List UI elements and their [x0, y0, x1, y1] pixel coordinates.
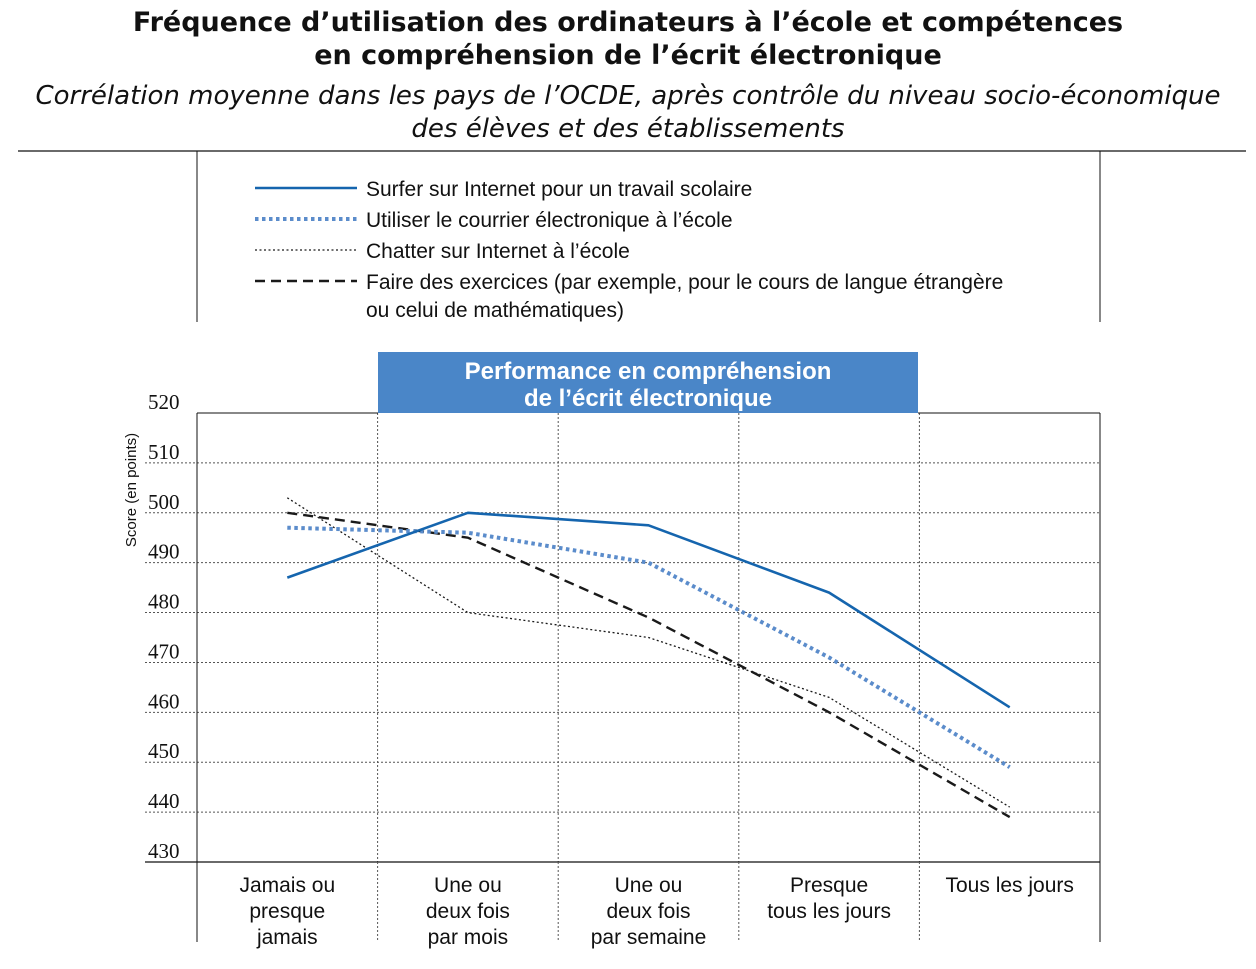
y-tick-label-460: 460 [148, 689, 180, 713]
chart-subtitle-line-1: Corrélation moyenne dans les pays de l’O… [35, 81, 1221, 111]
chart-subtitle-line-2: des élèves et des établissements [411, 114, 845, 144]
x-tick-label-1-line-1: Jamais ou [239, 874, 335, 897]
y-tick-label-450: 450 [148, 739, 180, 763]
x-tick-label-5-line-1: Tous les jours [946, 874, 1074, 897]
y-tick-label-480: 480 [148, 590, 180, 614]
series-line-1 [286, 511, 1011, 709]
series-line-4 [287, 511, 1011, 819]
x-tick-label-2-line-2: deux fois [426, 900, 510, 923]
y-tick-label-470: 470 [148, 639, 180, 663]
series-line-3 [286, 497, 1011, 808]
x-tick-label-4-line-2: tous les jours [767, 900, 891, 923]
panel-header-line-2: de l’écrit électronique [524, 385, 772, 412]
y-tick-label-510: 510 [148, 440, 180, 464]
chart-title: Fréquence d’utilisation des ordinateurs … [0, 6, 1256, 72]
x-tick-label-3-line-2: deux fois [606, 900, 690, 923]
x-tick-label-2-line-3: par mois [428, 926, 509, 949]
y-tick-label-500: 500 [148, 490, 180, 514]
y-axis-label: Score (en points) [123, 433, 140, 547]
panel-header-box [378, 352, 918, 413]
y-tick-label-520: 520 [148, 390, 180, 414]
legend-label-3: Chatter sur Internet à l’école [366, 240, 630, 263]
chart-title-line-2: en compréhension de l’écrit électronique [314, 40, 942, 71]
panel-header-line-1: Performance en compréhension [465, 358, 832, 385]
chart-subtitle: Corrélation moyenne dans les pays de l’O… [0, 80, 1256, 146]
x-tick-label-1-line-3: jamais [256, 926, 318, 949]
x-tick-label-2-line-1: Une ou [434, 874, 502, 897]
x-tick-label-1-line-2: presque [249, 900, 325, 923]
legend-label-4-line-2: ou celui de mathématiques) [366, 299, 624, 322]
x-tick-label-3-line-1: Une ou [615, 874, 683, 897]
legend-label-2: Utiliser le courrier électronique à l’éc… [366, 209, 733, 232]
y-tick-label-440: 440 [148, 789, 180, 813]
chart-title-line-1: Fréquence d’utilisation des ordinateurs … [132, 7, 1124, 38]
legend-label-1: Surfer sur Internet pour un travail scol… [366, 178, 752, 201]
y-tick-label-490: 490 [148, 540, 180, 564]
x-tick-label-4-line-1: Presque [790, 874, 868, 897]
series-line-2 [287, 525, 1011, 769]
x-tick-label-3-line-3: par semaine [591, 926, 707, 949]
y-tick-label-430: 430 [148, 839, 180, 863]
legend-label-4-line-1: Faire des exercices (par exemple, pour l… [366, 271, 1003, 294]
